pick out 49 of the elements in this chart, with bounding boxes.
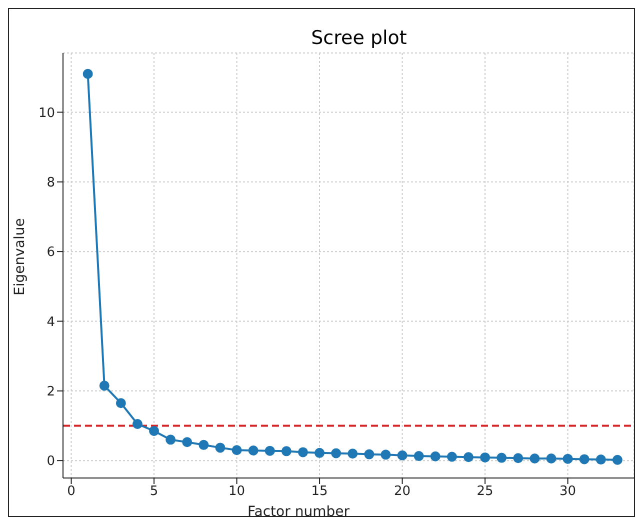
x-tick-label: 10	[228, 484, 246, 500]
point	[348, 448, 358, 459]
point	[612, 454, 622, 465]
point	[215, 442, 226, 453]
x-tick-label: 25	[476, 484, 494, 500]
point	[530, 453, 540, 464]
point	[380, 450, 391, 460]
point	[166, 434, 176, 445]
x-tick-label: 20	[394, 484, 411, 500]
point	[513, 453, 524, 464]
point	[132, 419, 142, 430]
point	[298, 447, 308, 458]
point	[414, 451, 424, 462]
x-tick-label: 30	[560, 484, 576, 500]
point	[264, 446, 275, 456]
y-tick-label: 2	[46, 384, 55, 400]
point	[149, 426, 160, 436]
point	[182, 437, 192, 448]
point	[596, 454, 606, 465]
y-tick-label: 0	[46, 454, 55, 470]
point	[463, 452, 474, 462]
point	[397, 450, 408, 460]
y-tick-label: 10	[38, 106, 55, 121]
point	[248, 445, 258, 456]
point	[232, 445, 242, 456]
point	[314, 448, 325, 458]
point	[281, 446, 292, 456]
point	[198, 440, 209, 450]
point	[99, 380, 110, 391]
x-tick-label: 15	[311, 484, 328, 500]
x-tick-label: 0	[67, 484, 76, 500]
y-tick-label: 6	[46, 245, 55, 260]
point	[331, 448, 342, 458]
point	[446, 452, 457, 462]
x-tick-label: 5	[150, 484, 158, 500]
point	[546, 453, 556, 464]
y-axis-title: Eigenvalue	[12, 218, 28, 296]
point	[579, 454, 590, 464]
y-tick-label: 8	[46, 176, 55, 191]
point	[496, 452, 507, 463]
point	[430, 451, 440, 462]
y-tick-label: 4	[46, 314, 55, 330]
point	[82, 68, 93, 79]
point	[562, 454, 573, 464]
point	[116, 398, 126, 408]
point	[364, 449, 374, 460]
point	[480, 452, 490, 462]
chart-title: Scree plot	[310, 27, 408, 49]
x-axis-title: Factor number	[248, 504, 350, 520]
